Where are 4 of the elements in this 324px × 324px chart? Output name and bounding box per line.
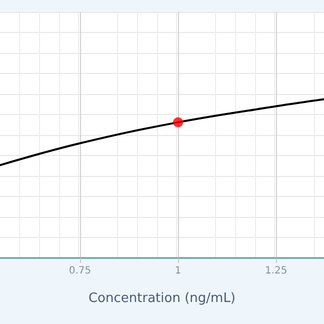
x-tick-label: 0.75 [68,266,92,276]
x-axis-title: Concentration (ng/mL) [88,291,236,306]
x-tick-label: 1 [174,266,182,276]
x-tick-label: 1.25 [265,266,288,276]
